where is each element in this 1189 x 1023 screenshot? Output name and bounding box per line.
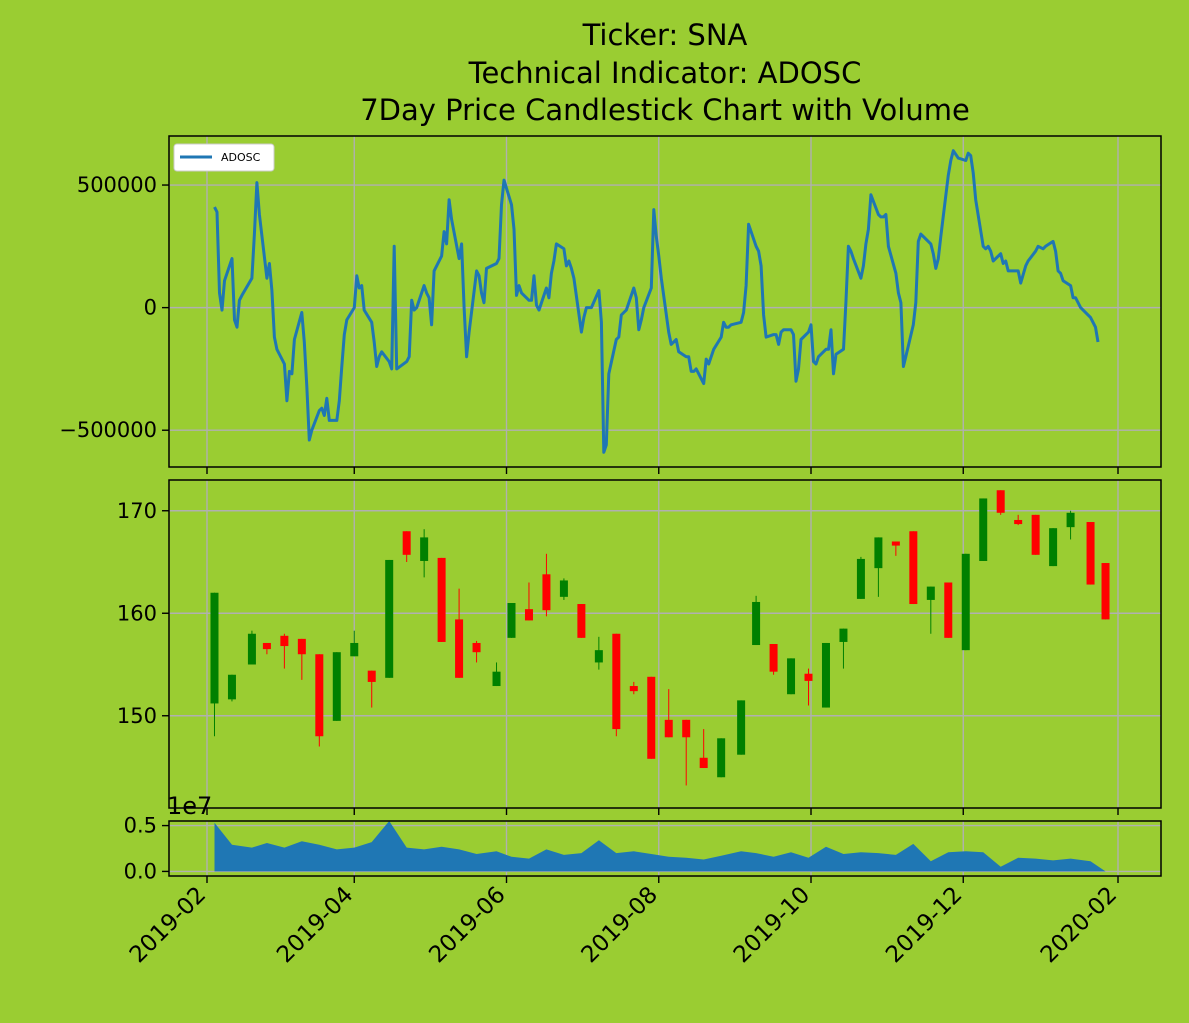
candle-body <box>612 634 620 729</box>
candle-body <box>1014 520 1022 524</box>
candle-body <box>737 700 745 754</box>
candle-body <box>665 720 673 737</box>
volume-area <box>215 821 1106 871</box>
candle-body <box>787 658 795 694</box>
y-tick-label: 0.5 <box>124 814 157 838</box>
x-tick-label: 2019-10 <box>729 882 815 968</box>
chart-title-line-1: Ticker: SNA <box>582 18 748 52</box>
x-tick-label: 2019-02 <box>125 882 211 968</box>
candle-body <box>717 738 725 777</box>
candle-body <box>210 593 218 704</box>
y-tick-label: 160 <box>117 601 157 625</box>
candle-body <box>263 643 271 649</box>
indicator-y-ticks: 500000 0 −500000 <box>59 173 169 442</box>
candle-body <box>839 629 847 642</box>
candle-body <box>805 674 813 681</box>
candle-body <box>647 677 655 759</box>
candle-body <box>1032 515 1040 555</box>
volume-fill <box>215 821 1106 871</box>
y-tick-label: 150 <box>117 704 157 728</box>
price-panel-frame <box>169 480 1161 808</box>
candle-body <box>630 686 638 691</box>
candle-body <box>577 604 585 638</box>
candle-body <box>298 639 306 654</box>
candle-body <box>1102 563 1110 619</box>
candle-body <box>979 498 987 561</box>
y-tick-label: −500000 <box>59 418 157 442</box>
volume-y-ticks: 0.5 0.0 <box>124 814 169 884</box>
candle-body <box>770 644 778 672</box>
x-tick-label: 2019-12 <box>881 882 967 968</box>
candle-body <box>473 643 481 652</box>
x-axis-ticks: 2019-02 2019-04 2019-06 2019-08 2019-10 2019-… <box>125 882 1122 968</box>
candle-body <box>507 603 515 638</box>
price-candles <box>210 490 1109 785</box>
volume-offset-label: 1e7 <box>167 792 212 820</box>
y-tick-label: 0 <box>144 296 157 320</box>
x-tick-label: 2020-02 <box>1036 882 1122 968</box>
x-tick-label: 2019-06 <box>424 882 510 968</box>
candle-body <box>1087 522 1095 585</box>
candle-body <box>455 619 463 677</box>
y-tick-label: 500000 <box>77 173 157 197</box>
candle-body <box>874 537 882 568</box>
candle-body <box>385 560 393 678</box>
legend-label: ADOSC <box>221 151 261 164</box>
candle-body <box>228 675 236 700</box>
x-tick-label: 2019-04 <box>272 882 358 968</box>
candle-body <box>595 650 603 662</box>
candle-body <box>997 490 1005 513</box>
candle-body <box>909 531 917 604</box>
candle-body <box>944 583 952 638</box>
candle-body <box>927 587 935 600</box>
y-tick-label: 170 <box>117 499 157 523</box>
candle-body <box>403 531 411 555</box>
candle-body <box>248 634 256 665</box>
candle-body <box>822 643 830 708</box>
candle-body <box>280 636 288 646</box>
candle-body <box>752 602 760 645</box>
candle-body <box>333 652 341 721</box>
adosc-line <box>215 151 1099 453</box>
price-grid <box>169 480 1161 815</box>
candle-body <box>368 671 376 682</box>
chart-title-line-2: Technical Indicator: ADOSC <box>468 56 862 90</box>
candle-body <box>438 558 446 642</box>
candle-body <box>1049 528 1057 566</box>
candle-body <box>493 672 501 686</box>
candle-body <box>700 758 708 768</box>
x-tick-label: 2019-08 <box>577 882 663 968</box>
candle-body <box>560 580 568 596</box>
candle-body <box>525 609 533 620</box>
candle-body <box>1067 513 1075 527</box>
indicator-series <box>215 151 1099 453</box>
candle-body <box>542 574 550 610</box>
y-tick-label: 0.0 <box>124 859 157 883</box>
candle-body <box>420 537 428 561</box>
chart-title-line-3: 7Day Price Candlestick Chart with Volume <box>360 93 970 127</box>
candle-body <box>962 554 970 650</box>
indicator-legend: ADOSC <box>174 144 274 171</box>
candle-body <box>857 559 865 599</box>
candle-body <box>350 643 358 656</box>
candle-body <box>892 542 900 546</box>
price-y-ticks: 170 160 150 <box>117 499 169 728</box>
candle-body <box>315 654 323 736</box>
candle-body <box>682 720 690 737</box>
